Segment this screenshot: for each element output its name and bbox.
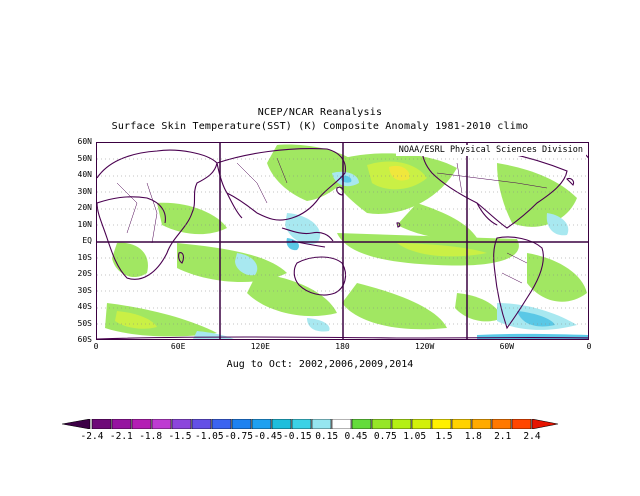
- colorbar-box: [371, 419, 392, 429]
- colorbar-label: -1.5: [168, 431, 192, 442]
- colorbar-label: 2.4: [523, 431, 541, 442]
- colorbar: [62, 419, 559, 429]
- lon-label: 180: [335, 342, 350, 351]
- lat-label: 40S: [77, 302, 92, 311]
- lat-label: 40N: [77, 170, 92, 179]
- lon-label: 0: [586, 342, 592, 351]
- colorbar-box: [231, 419, 252, 429]
- warm-anomaly-shading: [105, 144, 587, 337]
- colorbar-box: [331, 419, 352, 429]
- colorbar-label: 1.05: [403, 431, 427, 442]
- colorbar-box: [171, 419, 192, 429]
- lat-label: 20S: [77, 269, 92, 278]
- colorbar-box: [271, 419, 292, 429]
- country-borders: [116, 157, 548, 284]
- colorbar-label: -1.8: [139, 431, 163, 442]
- colorbar-box: [251, 419, 272, 429]
- colorbar-label: -2.1: [109, 431, 133, 442]
- colorbar-label: 2.1: [494, 431, 512, 442]
- lat-label: 20N: [77, 203, 92, 212]
- colorbar-label: -0.75: [224, 431, 253, 442]
- colorbar-box: [151, 419, 172, 429]
- lon-label: 0: [93, 342, 99, 351]
- colorbar-label: 0.75: [373, 431, 397, 442]
- colorbar-box: [431, 419, 452, 429]
- colorbar-label: 0.15: [315, 431, 339, 442]
- grid-lines: [97, 143, 588, 339]
- lat-label: 30S: [77, 285, 92, 295]
- credit-label: NOAA/ESRL Physical Sciences Division: [395, 145, 586, 156]
- colorbar-box: [211, 419, 232, 429]
- composite-period-label: Aug to Oct: 2002,2006,2009,2014: [226, 359, 414, 370]
- colorbar-left-arrow: [62, 419, 91, 429]
- colorbar-box: [491, 419, 512, 429]
- colorbar-box: [311, 419, 332, 429]
- colorbar-box: [91, 419, 112, 429]
- colorbar-right-arrow: [531, 419, 559, 429]
- lon-label: 120E: [250, 342, 270, 351]
- colorbar-label: 1.5: [435, 431, 453, 442]
- lat-label: 50S: [77, 318, 92, 328]
- colorbar-box: [111, 419, 132, 429]
- lon-label: 60W: [499, 342, 515, 351]
- lon-label: 120W: [415, 342, 435, 351]
- lat-label: 30N: [77, 186, 92, 196]
- lat-label: 10S: [77, 252, 92, 262]
- map-subtitle-variable: Surface Skin Temperature(SST) (K) Compos…: [111, 121, 529, 132]
- colorbar-label: 1.8: [464, 431, 482, 442]
- colorbar-box: [131, 419, 152, 429]
- colorbar-box: [511, 419, 532, 429]
- colorbar-box: [451, 419, 472, 429]
- lon-label: 60E: [170, 342, 186, 351]
- colorbar-label: -1.05: [195, 431, 224, 442]
- map-title: NCEP/NCAR Reanalysis: [257, 107, 383, 118]
- lat-label: 50N: [77, 153, 92, 163]
- lat-label: 10N: [77, 219, 92, 229]
- colorbar-label: -0.45: [253, 431, 283, 442]
- map-canvas: [97, 143, 588, 339]
- colorbar-box: [411, 419, 432, 429]
- lat-label: EQ: [82, 236, 92, 245]
- colorbar-box: [471, 419, 492, 429]
- colorbar-box: [391, 419, 412, 429]
- colorbar-label: -2.4: [80, 431, 104, 442]
- lat-label: 60S: [77, 335, 92, 344]
- anomaly-map: NOAA/ESRL Physical Sciences Division: [96, 142, 589, 340]
- lat-label: 60N: [77, 137, 92, 146]
- colorbar-box: [191, 419, 212, 429]
- colorbar-label: -0.15: [283, 431, 312, 442]
- colorbar-label: 0.45: [344, 431, 368, 442]
- colorbar-box: [351, 419, 372, 429]
- colorbar-box: [291, 419, 312, 429]
